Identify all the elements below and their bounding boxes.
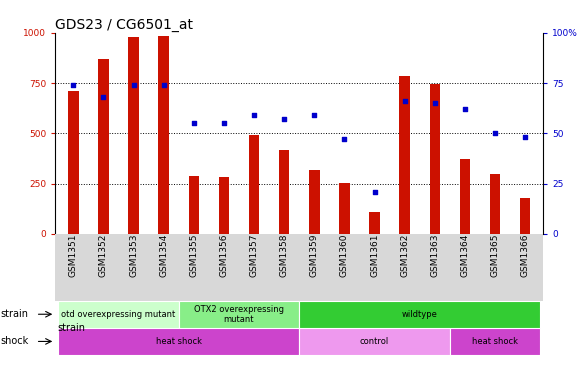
Point (189, 120, 199, 126)
Bar (188, 176, 199, 234)
Text: heat shock: heat shock (156, 337, 202, 346)
Bar (429, 84, 440, 234)
Text: GDS23 / CG6501_at: GDS23 / CG6501_at (55, 18, 193, 32)
Text: OTX2 overexpressing
mutant: OTX2 overexpressing mutant (194, 305, 284, 324)
Text: shock: shock (1, 336, 29, 347)
Point (69, 82, 78, 88)
Bar (520, 198, 530, 234)
Point (99, 94, 108, 100)
Text: control: control (360, 337, 389, 346)
Point (521, 134, 530, 140)
Point (430, 100, 439, 106)
Bar (128, 37, 139, 234)
Point (340, 137, 349, 142)
Point (460, 106, 469, 112)
Bar (159, 36, 169, 234)
Bar (339, 183, 350, 234)
Bar (299, 328, 450, 355)
Bar (58, 300, 179, 328)
Point (310, 112, 319, 118)
Point (490, 130, 500, 136)
Bar (299, 300, 540, 328)
Text: wildtype: wildtype (402, 310, 437, 319)
Bar (58, 328, 299, 355)
Point (159, 82, 168, 88)
Text: strain: strain (58, 323, 85, 333)
Point (400, 98, 409, 104)
Point (219, 120, 228, 126)
Bar (450, 328, 540, 355)
Point (370, 188, 379, 194)
Point (129, 82, 138, 88)
Bar (68, 91, 78, 234)
Text: heat shock: heat shock (472, 337, 518, 346)
Bar (370, 212, 380, 234)
Bar (399, 76, 410, 234)
Bar (490, 175, 500, 234)
Point (249, 112, 259, 118)
Bar (98, 59, 109, 234)
Bar (218, 178, 229, 234)
Text: strain: strain (1, 309, 28, 319)
Text: otd overexpressing mutant: otd overexpressing mutant (62, 310, 175, 319)
Point (279, 116, 289, 122)
Bar (460, 160, 470, 234)
Bar (249, 135, 259, 234)
Bar (179, 300, 299, 328)
Bar (309, 171, 320, 234)
Bar (279, 150, 289, 234)
